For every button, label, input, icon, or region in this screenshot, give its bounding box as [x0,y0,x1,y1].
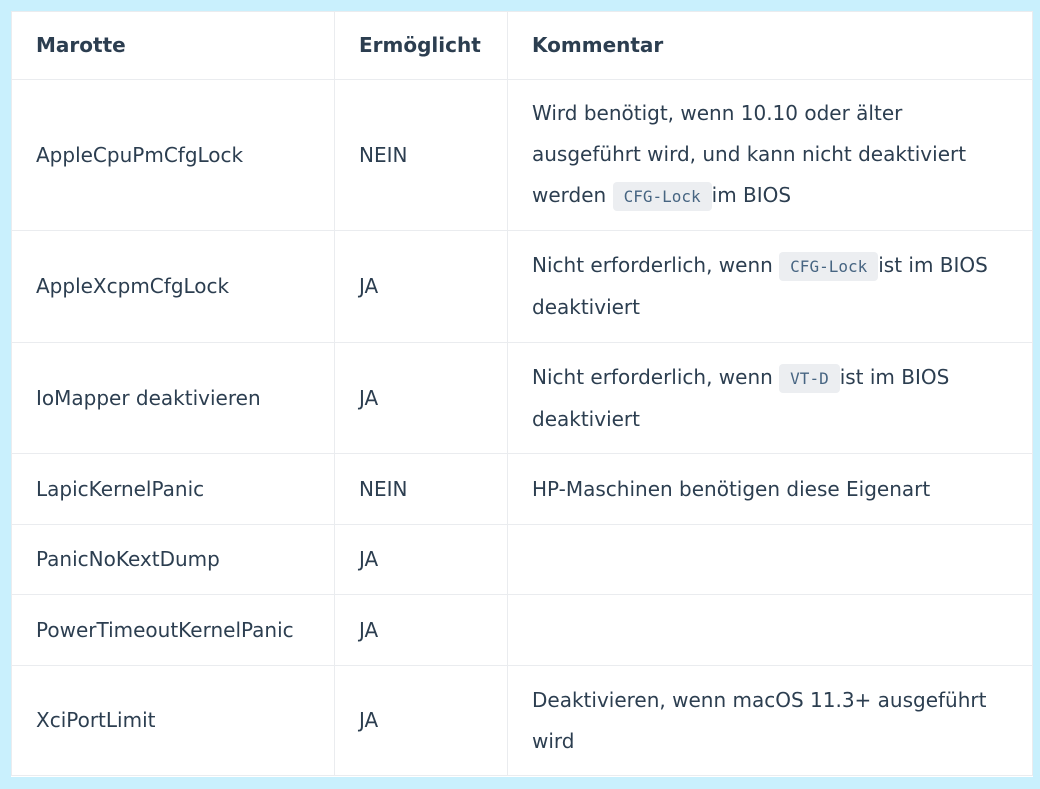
table-header-row: Marotte Ermöglicht Kommentar [11,11,1033,80]
quirk-enabled: JA [334,594,508,666]
quirk-enabled: JA [334,342,508,454]
quirk-name: IoMapper deaktivieren [11,342,335,454]
table-row: PowerTimeoutKernelPanic JA [11,594,1033,666]
quirk-name: PanicNoKextDump [11,524,335,595]
quirk-comment [507,594,1033,666]
table-row: AppleXcpmCfgLock JA Nicht erforderlich, … [11,230,1033,343]
quirk-comment: Wird benötigt, wenn 10.10 oder älter aus… [507,79,1033,231]
header-quirk: Marotte [11,11,335,80]
quirk-enabled: NEIN [334,453,508,525]
quirk-name: AppleXcpmCfgLock [11,230,335,343]
quirk-enabled: JA [334,524,508,595]
quirk-enabled: JA [334,665,508,776]
quirk-name: XciPortLimit [11,665,335,776]
comment-text: Nicht erforderlich, wenn [532,253,780,277]
quirk-name: PowerTimeoutKernelPanic [11,594,335,666]
quirk-enabled: NEIN [334,79,508,231]
quirk-comment: Deaktivieren, wenn macOS 11.3+ ausgeführ… [507,665,1033,776]
quirk-name: LapicKernelPanic [11,453,335,525]
table-row: IoMapper deaktivieren JA Nicht erforderl… [11,342,1033,454]
quirk-comment: Nicht erforderlich, wenn CFG-Lock ist im … [507,230,1033,343]
quirk-comment: HP-Maschinen benötigen diese Eigenart [507,453,1033,525]
comment-text-end: ist im BIOS deaktiviert [532,364,950,431]
inline-code: VT-D [779,363,840,393]
comment-text-end: im BIOS [711,183,792,207]
comment-text: Nicht erforderlich, wenn [532,364,780,389]
inline-code: CFG-Lock [779,252,879,281]
comment-text: Deaktivieren, wenn macOS 11.3+ ausgeführ… [532,687,987,753]
table-row: XciPortLimit JA Deaktivieren, wenn macOS… [11,665,1033,776]
table-row: AppleCpuPmCfgLock NEIN Wird benötigt, we… [11,79,1033,231]
header-comment: Kommentar [507,11,1033,80]
header-enabled: Ermöglicht [334,11,508,80]
table-row: PanicNoKextDump JA [11,524,1033,595]
comment-text-end: ist im BIOS deaktiviert [532,253,988,319]
table-row: LapicKernelPanic NEIN HP-Maschinen benöt… [11,453,1033,525]
quirk-enabled: JA [334,230,508,343]
quirk-name: AppleCpuPmCfgLock [11,79,335,231]
quirk-comment [507,524,1033,595]
comment-text: HP-Maschinen benötigen diese Eigenart [532,476,931,501]
inline-code: CFG-Lock [612,182,712,211]
quirks-table: Marotte Ermöglicht Kommentar AppleCpuPmC… [11,11,1033,776]
quirk-comment: Nicht erforderlich, wenn VT-D ist im BIOS… [507,342,1033,454]
comment-text: Wird benötigt, wenn 10.10 oder älter aus… [532,101,967,207]
quirks-table-container: Marotte Ermöglicht Kommentar AppleCpuPmC… [11,11,1033,777]
